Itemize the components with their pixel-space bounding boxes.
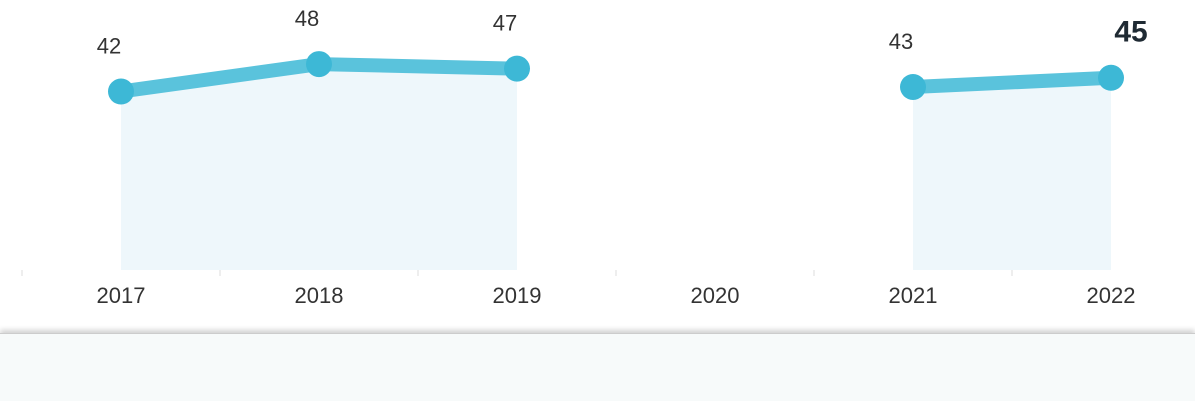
x-tick-label: 2018 bbox=[295, 283, 344, 308]
x-tick-label: 2017 bbox=[97, 283, 146, 308]
value-label: 42 bbox=[97, 33, 121, 58]
value-label: 48 bbox=[295, 6, 319, 31]
area-fill bbox=[121, 64, 1111, 270]
value-label: 47 bbox=[493, 10, 517, 35]
x-tick-label: 2022 bbox=[1087, 283, 1136, 308]
x-tick-label: 2019 bbox=[493, 283, 542, 308]
value-label: 45 bbox=[1114, 16, 1147, 49]
x-tick-label: 2021 bbox=[889, 283, 938, 308]
marker bbox=[108, 78, 134, 105]
chart: 42 48 47 43 45 2017 2018 2019 2020 2021 2022 bbox=[21, 6, 1148, 308]
x-tick-label: 2020 bbox=[691, 283, 740, 308]
marker bbox=[1098, 64, 1124, 91]
value-label: 43 bbox=[889, 29, 913, 54]
marker bbox=[504, 55, 530, 82]
bottom-panel bbox=[0, 333, 1195, 401]
marker bbox=[306, 51, 332, 78]
marker bbox=[900, 73, 926, 100]
